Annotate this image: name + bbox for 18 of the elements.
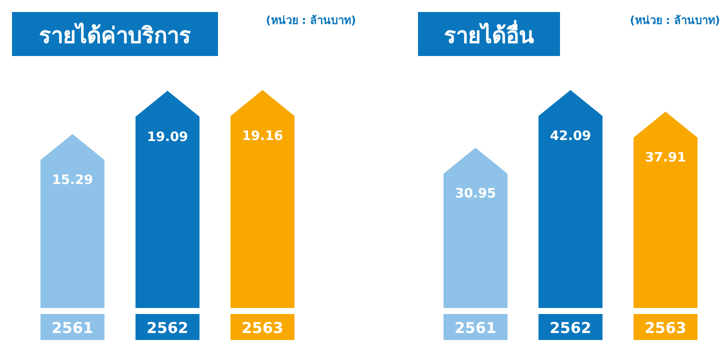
data-label: 19.16 — [242, 129, 284, 144]
x-tick-label: 2563 — [242, 319, 284, 337]
data-label: 37.91 — [644, 150, 686, 166]
data-label: 42.09 — [550, 129, 592, 144]
text: (หน่วย : ล้านบาท) — [630, 14, 720, 27]
data-label: 30.95 — [454, 186, 496, 202]
x-tick-label: 2562 — [550, 319, 592, 337]
text: (หน่วย : ล้านบาท) — [266, 14, 356, 27]
x-tick-label: 2562 — [146, 319, 188, 337]
title: รายได้ค่าบริการ — [12, 12, 218, 56]
x-tick-label: 2563 — [644, 319, 686, 337]
title: รายได้อื่น — [418, 12, 560, 56]
x-tick-label: 2561 — [454, 319, 496, 337]
data-label: 15.29 — [52, 173, 94, 188]
chart-title: รายได้อื่น — [444, 19, 534, 49]
data-label: 19.09 — [146, 130, 188, 145]
chart-title: รายได้ค่าบริการ — [39, 22, 191, 49]
x-tick-label: 2561 — [52, 319, 94, 337]
